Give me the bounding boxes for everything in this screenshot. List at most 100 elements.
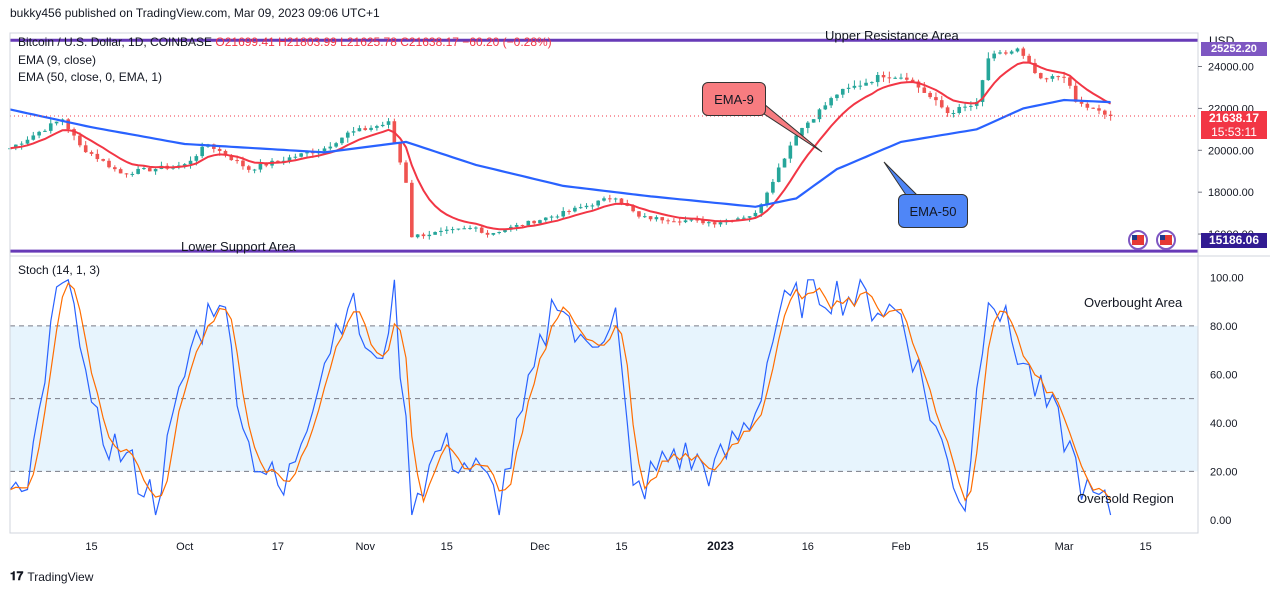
candle xyxy=(37,130,41,139)
candle xyxy=(456,228,461,231)
candle-body xyxy=(66,119,71,130)
candle-body xyxy=(48,123,53,131)
tradingview-logo-icon: 𝟏𝟕 xyxy=(10,569,24,583)
candle xyxy=(1085,102,1090,111)
candle-body xyxy=(439,230,443,233)
candle xyxy=(130,171,135,177)
candle-body xyxy=(142,168,146,170)
stoch-tick-label: 60.00 xyxy=(1210,369,1238,381)
candle-body xyxy=(89,152,94,154)
candle-body xyxy=(293,156,298,158)
candle xyxy=(712,221,717,228)
candle-body xyxy=(235,160,239,162)
stoch-d-line xyxy=(9,282,1112,504)
candle xyxy=(345,130,350,143)
candle-body xyxy=(433,232,437,235)
candle-body xyxy=(404,162,408,183)
candle xyxy=(835,94,839,101)
candle-body xyxy=(922,87,927,93)
candle-body xyxy=(299,153,303,157)
candle-body xyxy=(701,219,705,224)
candle xyxy=(223,149,228,158)
candle-body xyxy=(380,124,385,127)
candle xyxy=(497,231,501,235)
candle xyxy=(380,121,385,128)
candle xyxy=(1015,47,1020,53)
candle-body xyxy=(25,139,30,144)
x-tick-label: 15 xyxy=(615,541,627,553)
candle-body xyxy=(1103,110,1107,115)
y-tick-label: 18000.00 xyxy=(1208,187,1254,199)
candle xyxy=(1103,109,1107,119)
x-tick-label: 15 xyxy=(976,541,988,553)
candle-body xyxy=(136,168,140,174)
candle xyxy=(246,164,251,173)
candle-body xyxy=(1027,55,1031,63)
x-tick-label: 15 xyxy=(85,541,97,553)
candle xyxy=(992,50,996,62)
candle xyxy=(608,194,612,203)
candle xyxy=(520,224,525,227)
candle-body xyxy=(345,132,350,138)
candle-body xyxy=(1108,114,1113,116)
candle xyxy=(427,230,432,240)
candle-body xyxy=(182,164,187,166)
candle xyxy=(893,76,897,80)
candle-body xyxy=(147,168,152,172)
candle-body xyxy=(334,143,338,147)
candle xyxy=(54,121,59,126)
candle xyxy=(293,153,298,160)
candle xyxy=(532,220,536,225)
candle xyxy=(1004,50,1008,56)
flag-icon xyxy=(1156,230,1176,250)
candle xyxy=(363,125,368,131)
candle-body xyxy=(287,157,292,161)
candle xyxy=(928,91,932,99)
candle-body xyxy=(252,169,257,171)
candle xyxy=(823,101,828,111)
lower-support-label: Lower Support Area xyxy=(181,239,296,254)
candle-body xyxy=(72,129,76,136)
candle-body xyxy=(782,158,787,168)
candle-body xyxy=(410,182,414,238)
candle xyxy=(89,150,94,156)
candle-body xyxy=(677,221,682,223)
candle xyxy=(444,226,449,234)
candle xyxy=(1033,58,1037,75)
candle-body xyxy=(893,77,897,79)
candle xyxy=(450,226,455,234)
candle-body xyxy=(887,77,892,79)
candle xyxy=(875,71,880,87)
candle-body xyxy=(654,217,659,220)
candle-body xyxy=(322,148,327,152)
candle xyxy=(107,158,111,169)
ema50-pointer xyxy=(883,161,920,199)
candle-body xyxy=(1009,51,1014,54)
candle xyxy=(369,125,373,132)
candle-body xyxy=(514,225,519,227)
overbought-label: Overbought Area xyxy=(1084,295,1183,310)
candle-body xyxy=(101,159,105,161)
ema9-callout: EMA-9 xyxy=(702,82,766,116)
candle xyxy=(951,109,956,118)
candle-body xyxy=(538,220,542,224)
candle-body xyxy=(229,155,234,161)
candle-body xyxy=(980,80,985,102)
x-tick-label: Nov xyxy=(355,541,375,553)
candle-body xyxy=(503,229,507,232)
candle xyxy=(846,83,851,93)
candle xyxy=(590,203,595,210)
candle-body xyxy=(858,85,863,87)
candle xyxy=(939,95,944,109)
candle xyxy=(153,168,158,175)
candle-body xyxy=(928,92,932,98)
candle-body xyxy=(811,119,816,123)
candle-body xyxy=(695,219,699,221)
candle-body xyxy=(19,143,24,145)
candle xyxy=(398,142,402,165)
candle-body xyxy=(130,173,135,175)
candle-body xyxy=(1004,52,1008,54)
candle-body xyxy=(864,82,868,86)
candle-body xyxy=(1056,76,1061,78)
